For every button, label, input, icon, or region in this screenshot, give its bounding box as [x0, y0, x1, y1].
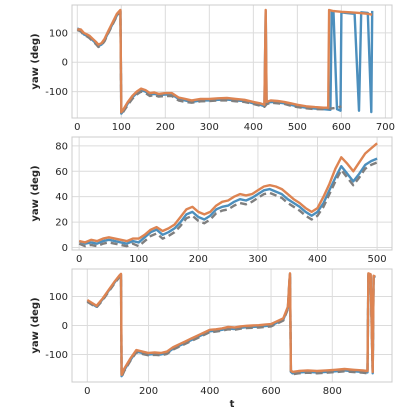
x-tick-label: 200: [139, 386, 158, 397]
y-tick-label: 100: [49, 28, 68, 39]
series-line-2: [76, 10, 342, 116]
y-tick-label: 0: [62, 321, 68, 332]
y-tick-label: 40: [55, 192, 68, 203]
x-tick-label: 500: [288, 122, 307, 133]
plot-frame: [71, 268, 393, 383]
y-tick-label: -100: [45, 87, 68, 98]
x-tick-label: 500: [368, 254, 387, 265]
x-tick-label: 600: [332, 122, 351, 133]
y-axis-label: yaw (deg): [30, 165, 41, 221]
series-group: [78, 142, 378, 248]
series-line-3: [86, 272, 376, 376]
y-tick-label: -100: [45, 350, 68, 361]
series-group: [86, 272, 377, 379]
series-line-1: [78, 157, 378, 245]
x-tick-label: 400: [244, 122, 263, 133]
y-axis-label: yaw (deg): [30, 33, 41, 89]
x-tick-label: 0: [76, 254, 82, 265]
plot-frame: [71, 136, 393, 251]
y-tick-label: 0: [62, 58, 68, 69]
y-axis-label: yaw (deg): [30, 297, 41, 353]
series-group: [76, 8, 374, 116]
series-line-3: [78, 142, 378, 244]
x-tick-label: 600: [261, 386, 280, 397]
y-tick-label: 20: [55, 218, 68, 229]
x-axis-label: t: [230, 399, 235, 410]
y-tick-label: 80: [55, 141, 68, 152]
x-tick-label: 0: [84, 386, 90, 397]
x-tick-label: 300: [248, 254, 267, 265]
y-tick-label: 0: [62, 243, 68, 254]
subplot-1: 0 100 200 300 400 500 600 700 -100 0 100 yaw (deg): [30, 4, 395, 133]
x-tick-label: 700: [376, 122, 395, 133]
subplot-3: 0 200 400 600 800 -100 0 100 yaw (deg) t: [30, 268, 393, 410]
plot-area: [72, 137, 392, 250]
y-tick-label: 100: [49, 292, 68, 303]
x-tick-label: 200: [156, 122, 175, 133]
x-tick-label: 100: [129, 254, 148, 265]
subplot-2: 0 100 200 300 400 500 0 20 40 60 80 yaw (deg): [30, 136, 393, 265]
y-tick-label: 60: [55, 167, 68, 178]
x-tick-label: 200: [189, 254, 208, 265]
x-tick-label: 0: [74, 122, 80, 133]
x-tick-label: 400: [308, 254, 327, 265]
x-tick-label: 100: [112, 122, 131, 133]
series-line-3: [77, 8, 373, 114]
plot-frame: [71, 4, 393, 119]
x-tick-label: 400: [200, 386, 219, 397]
x-tick-label: 300: [200, 122, 219, 133]
x-tick-label: 800: [323, 386, 342, 397]
